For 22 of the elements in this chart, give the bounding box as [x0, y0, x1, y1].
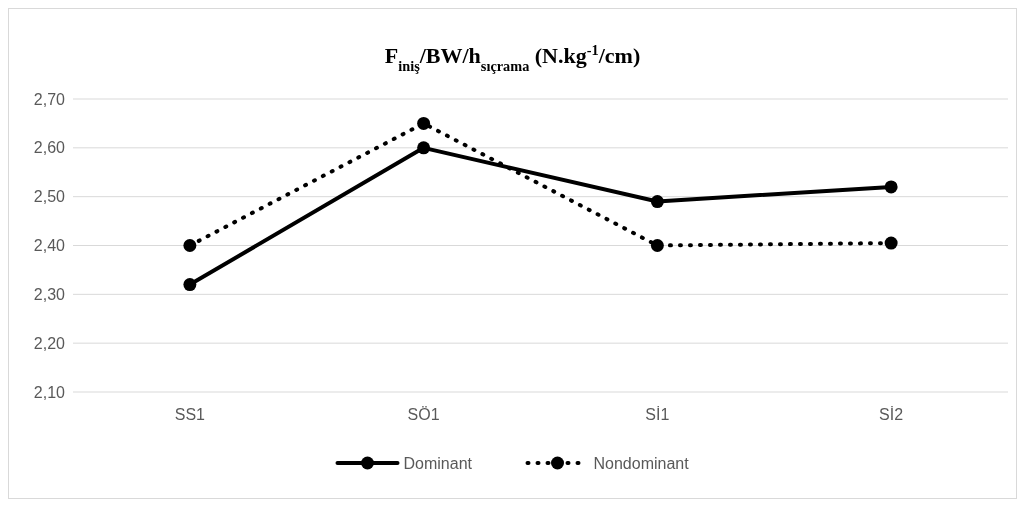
- y-tick-label: 2,30: [33, 285, 66, 303]
- x-tick-label: Sİ2: [879, 405, 904, 423]
- point: [650, 195, 664, 209]
- x-tick-label: SS1: [174, 406, 206, 423]
- legend-label: Dominant: [403, 454, 473, 472]
- chart-title: F$_{iniş}$/BW/h$_{sıçrama}$ (N.kg$^{-1}$/cm): [384, 42, 641, 74]
- x-tick-label: Sİ1: [645, 405, 670, 423]
- y-tick-label: 2,40: [33, 237, 66, 255]
- legend-label: Nondominant: [593, 454, 690, 472]
- x-tick-label: SÖ1: [407, 406, 440, 423]
- y-tick-label: 2,20: [33, 334, 66, 352]
- y-tick-label: 2,10: [33, 383, 66, 401]
- point: [417, 141, 431, 155]
- y-tick-label: 2,60: [33, 139, 66, 157]
- point: [884, 180, 898, 194]
- point: [884, 236, 898, 250]
- point: [417, 116, 431, 130]
- y-tick-label: 2,50: [33, 188, 66, 206]
- point: [183, 278, 197, 292]
- point: [183, 239, 197, 252]
- point: [650, 239, 664, 252]
- y-tick-label: 2,70: [33, 90, 66, 108]
